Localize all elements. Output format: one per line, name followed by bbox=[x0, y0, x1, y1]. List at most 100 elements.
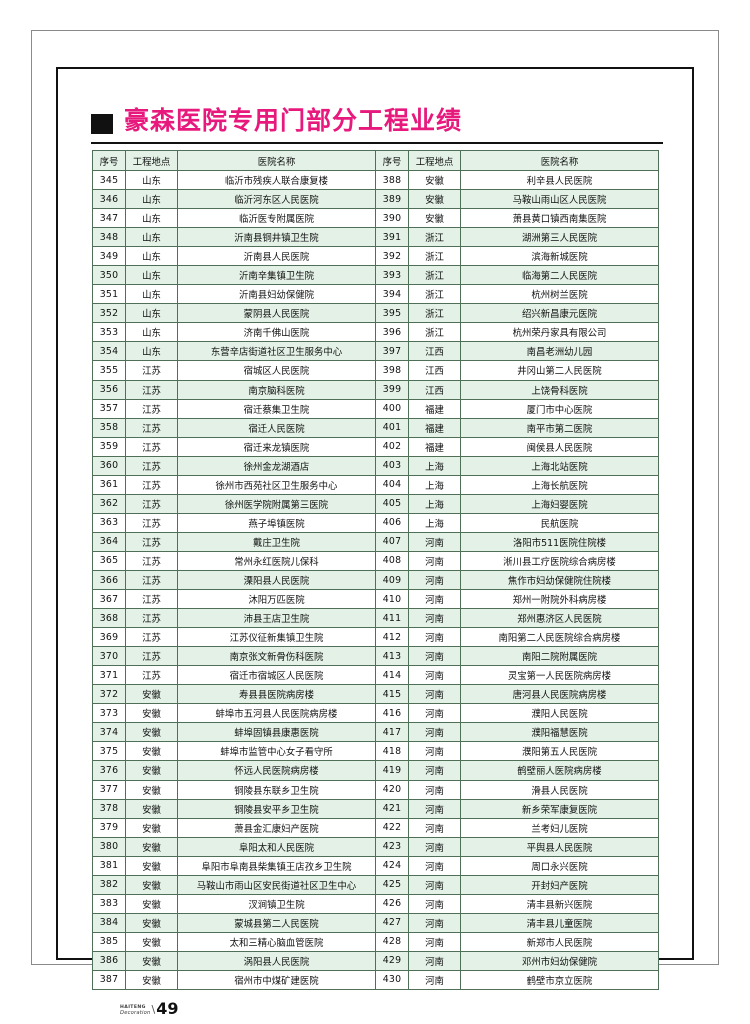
table-row: 362 江苏 徐州医学院附属第三医院 405 上海 上海妇婴医院 bbox=[92, 493, 659, 514]
cell-hospital-name-right: 上海北站医院 bbox=[460, 455, 659, 476]
cell-no-right: 426 bbox=[375, 893, 409, 914]
cell-hospital-name-right: 井冈山第二人民医院 bbox=[460, 360, 659, 381]
cell-location-left: 江苏 bbox=[125, 512, 178, 533]
cell-hospital-name-left: 蚌埠固镇县康惠医院 bbox=[177, 722, 376, 743]
cell-location-left: 江苏 bbox=[125, 531, 178, 552]
cell-location-left: 江苏 bbox=[125, 627, 178, 648]
cell-location-left: 江苏 bbox=[125, 493, 178, 514]
cell-hospital-name-left: 临沂市残疾人联合康复楼 bbox=[177, 169, 376, 191]
cell-no-left: 356 bbox=[92, 379, 126, 400]
cell-hospital-name-left: 阜阳太和人民医院 bbox=[177, 836, 376, 857]
cell-hospital-name-right: 萧县黄口镇西南集医院 bbox=[460, 208, 659, 229]
cell-no-left: 345 bbox=[92, 169, 126, 191]
table-row: 373 安徽 蚌埠市五河县人民医院病房楼 416 河南 濮阳人民医院 bbox=[92, 703, 659, 724]
cell-hospital-name-left: 宿州市中煤矿建医院 bbox=[177, 969, 376, 991]
cell-location-left: 安徽 bbox=[125, 836, 178, 857]
cell-location-left: 山东 bbox=[125, 208, 178, 229]
table-row: 365 江苏 常州永红医院儿保科 408 河南 淅川县工疗医院综合病房楼 bbox=[92, 550, 659, 571]
cell-hospital-name-left: 徐州医学院附属第三医院 bbox=[177, 493, 376, 514]
title-bullet-square bbox=[91, 114, 113, 134]
page-footer: HAITENG Decoration \ 49 bbox=[120, 1001, 178, 1017]
cell-hospital-name-right: 焦作市妇幼保健院住院楼 bbox=[460, 569, 659, 591]
cell-no-right: 395 bbox=[375, 303, 409, 324]
cell-no-left: 383 bbox=[92, 893, 126, 914]
logo-line-1: HAITENG bbox=[120, 1004, 146, 1010]
cell-hospital-name-right: 利辛县人民医院 bbox=[460, 169, 659, 191]
cell-location-left: 安徽 bbox=[125, 684, 178, 705]
cell-hospital-name-right: 绍兴新昌康元医院 bbox=[460, 303, 659, 324]
cell-hospital-name-right: 平舆县人民医院 bbox=[460, 836, 659, 857]
cell-no-left: 362 bbox=[92, 493, 126, 514]
header-loc-right: 工程地点 bbox=[408, 150, 461, 171]
cell-location-left: 江苏 bbox=[125, 455, 178, 476]
cell-location-right: 河南 bbox=[408, 703, 461, 724]
cell-no-left: 360 bbox=[92, 455, 126, 476]
header-no-left: 序号 bbox=[92, 150, 126, 171]
table-row: 356 江苏 南京脑科医院 399 江西 上饶骨科医院 bbox=[92, 379, 659, 400]
cell-location-right: 安徽 bbox=[408, 169, 461, 191]
cell-location-right: 浙江 bbox=[408, 284, 461, 305]
logo-separator: \ bbox=[151, 1003, 156, 1016]
header-no-right: 序号 bbox=[375, 150, 409, 171]
cell-hospital-name-right: 鹤壁丽人医院病房楼 bbox=[460, 760, 659, 781]
cell-hospital-name-left: 东营辛店街道社区卫生服务中心 bbox=[177, 341, 376, 362]
cell-location-right: 上海 bbox=[408, 512, 461, 533]
cell-hospital-name-left: 蒙阴县人民医院 bbox=[177, 303, 376, 324]
cell-hospital-name-left: 南京张文新骨伤科医院 bbox=[177, 646, 376, 667]
cell-no-left: 385 bbox=[92, 931, 126, 952]
cell-location-right: 福建 bbox=[408, 417, 461, 438]
cell-location-right: 河南 bbox=[408, 531, 461, 552]
cell-hospital-name-left: 铜陵县东联乡卫生院 bbox=[177, 779, 376, 800]
cell-no-left: 361 bbox=[92, 474, 126, 495]
cell-no-left: 387 bbox=[92, 969, 126, 991]
cell-no-right: 429 bbox=[375, 950, 409, 971]
cell-location-left: 山东 bbox=[125, 246, 178, 267]
cell-no-right: 415 bbox=[375, 684, 409, 705]
table-row: 363 江苏 燕子埠镇医院 406 上海 民航医院 bbox=[92, 512, 659, 533]
cell-hospital-name-right: 郑州一附院外科病房楼 bbox=[460, 589, 659, 610]
cell-location-right: 浙江 bbox=[408, 227, 461, 248]
cell-no-left: 364 bbox=[92, 531, 126, 552]
cell-no-left: 371 bbox=[92, 665, 126, 686]
table-row: 375 安徽 蚌埠市监管中心女子看守所 418 河南 濮阳第五人民医院 bbox=[92, 741, 659, 762]
cell-location-right: 河南 bbox=[408, 817, 461, 838]
cell-hospital-name-left: 临沂河东区人民医院 bbox=[177, 189, 376, 210]
cell-hospital-name-left: 济南千佛山医院 bbox=[177, 322, 376, 343]
cell-no-left: 372 bbox=[92, 684, 126, 705]
cell-hospital-name-right: 周口永兴医院 bbox=[460, 855, 659, 876]
cell-location-right: 河南 bbox=[408, 798, 461, 819]
cell-location-left: 山东 bbox=[125, 284, 178, 305]
cell-hospital-name-right: 郑州惠济区人民医院 bbox=[460, 608, 659, 629]
cell-location-left: 安徽 bbox=[125, 703, 178, 724]
table-row: 359 江苏 宿迁来龙镇医院 402 福建 闽侯县人民医院 bbox=[92, 436, 659, 457]
cell-no-right: 394 bbox=[375, 284, 409, 305]
table-row: 346 山东 临沂河东区人民医院 389 安徽 马鞍山雨山区人民医院 bbox=[92, 189, 659, 210]
page-title: 豪森医院专用门部分工程业绩 bbox=[124, 105, 463, 135]
cell-location-right: 河南 bbox=[408, 893, 461, 914]
cell-location-left: 江苏 bbox=[125, 417, 178, 438]
cell-no-right: 423 bbox=[375, 836, 409, 857]
cell-location-left: 安徽 bbox=[125, 969, 178, 991]
cell-location-right: 河南 bbox=[408, 760, 461, 781]
cell-hospital-name-left: 沂南县妇幼保健院 bbox=[177, 284, 376, 305]
table-row: 364 江苏 戴庄卫生院 407 河南 洛阳市511医院住院楼 bbox=[92, 531, 659, 552]
cell-location-right: 浙江 bbox=[408, 265, 461, 286]
cell-no-left: 354 bbox=[92, 341, 126, 362]
cell-no-right: 412 bbox=[375, 627, 409, 648]
cell-location-left: 安徽 bbox=[125, 874, 178, 895]
cell-hospital-name-right: 湖洲第三人民医院 bbox=[460, 227, 659, 248]
cell-hospital-name-right: 上海长航医院 bbox=[460, 474, 659, 495]
cell-hospital-name-right: 上海妇婴医院 bbox=[460, 493, 659, 514]
table-row: 383 安徽 汊涧镇卫生院 426 河南 清丰县新兴医院 bbox=[92, 893, 659, 914]
table-row: 354 山东 东营辛店街道社区卫生服务中心 397 江西 南昌老洲幼儿园 bbox=[92, 341, 659, 362]
cell-hospital-name-right: 灵宝第一人民医院病房楼 bbox=[460, 665, 659, 686]
cell-hospital-name-left: 涡阳县人民医院 bbox=[177, 950, 376, 971]
cell-hospital-name-right: 濮阳福慧医院 bbox=[460, 722, 659, 743]
cell-location-left: 安徽 bbox=[125, 741, 178, 762]
cell-hospital-name-right: 清丰县儿童医院 bbox=[460, 912, 659, 933]
cell-location-right: 河南 bbox=[408, 931, 461, 952]
cell-hospital-name-right: 濮阳人民医院 bbox=[460, 703, 659, 724]
cell-location-right: 河南 bbox=[408, 665, 461, 686]
cell-no-left: 370 bbox=[92, 646, 126, 667]
cell-hospital-name-right: 厦门市中心医院 bbox=[460, 398, 659, 419]
